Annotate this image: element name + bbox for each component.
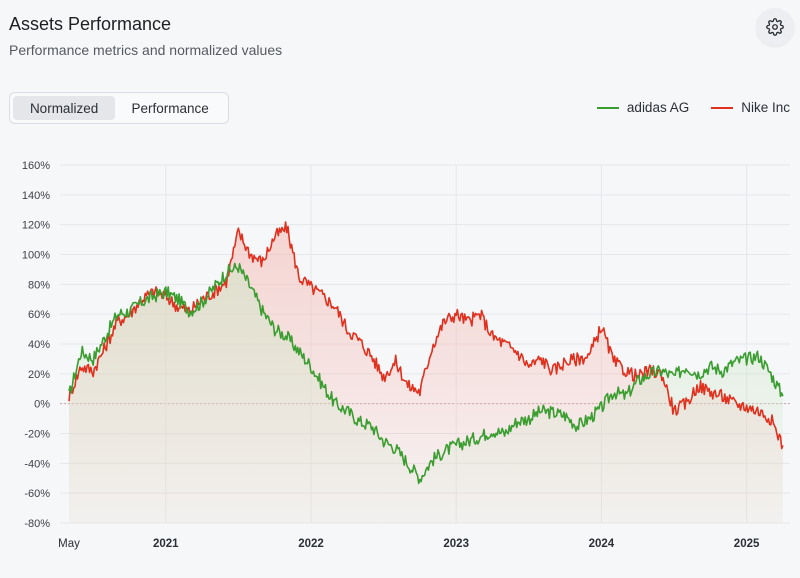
chart-legend: adidas AG Nike Inc: [596, 100, 790, 115]
legend-swatch-adidas: [596, 106, 619, 109]
y-tick-label: 60%: [28, 309, 50, 321]
series-line-nike: [68, 221, 784, 450]
x-tick-label: May: [58, 538, 80, 550]
toggle-normalized[interactable]: Normalized: [13, 96, 116, 120]
line-layer: [68, 221, 784, 485]
legend-label-nike: Nike Inc: [741, 100, 790, 115]
series-line-adidas: [68, 262, 784, 485]
y-tick-label: -20%: [24, 429, 50, 441]
y-tick-label: 120%: [22, 220, 50, 232]
legend-item-adidas[interactable]: adidas AG: [596, 100, 690, 115]
y-tick-label: 140%: [22, 190, 50, 202]
x-tick-label: 2023: [443, 538, 469, 550]
area-adidas: [69, 263, 783, 523]
legend-label-adidas: adidas AG: [626, 100, 690, 115]
tick-layer: 160% 140% 120% 100% 80% 60% 40% 20% 0% -20% -40% -6…: [22, 160, 760, 550]
y-tick-label: 0%: [34, 399, 50, 411]
area-layer: [69, 222, 783, 523]
view-toggle: Normalized Performance: [9, 92, 229, 124]
legend-swatch-nike: [711, 106, 734, 109]
y-tick-label: 80%: [28, 279, 50, 291]
y-tick-label: 160%: [22, 160, 50, 172]
y-tick-label: -60%: [24, 488, 50, 500]
y-tick-label: -80%: [24, 518, 50, 530]
y-tick-label: 100%: [22, 250, 50, 262]
y-tick-label: -40%: [24, 458, 50, 470]
gear-icon: [766, 18, 784, 36]
performance-chart: 160% 140% 120% 100% 80% 60% 40% 20% 0% -20% -40% -6…: [22, 160, 790, 550]
page-subtitle: Performance metrics and normalized value…: [9, 42, 283, 58]
legend-item-nike[interactable]: Nike Inc: [711, 100, 790, 115]
x-tick-label: 2021: [153, 538, 179, 550]
x-tick-label: 2025: [734, 538, 760, 550]
toggle-performance[interactable]: Performance: [131, 100, 209, 116]
x-tick-label: 2024: [589, 538, 615, 550]
y-tick-label: 40%: [28, 339, 50, 351]
x-tick-label: 2022: [298, 538, 324, 550]
settings-button[interactable]: [756, 8, 794, 46]
page-title: Assets Performance: [9, 14, 172, 34]
y-tick-label: 20%: [28, 369, 50, 381]
